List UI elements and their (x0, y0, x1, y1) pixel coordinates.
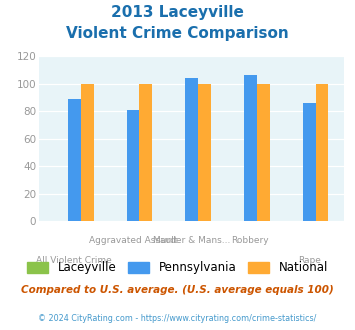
Bar (303, 103, 316, 221)
Bar (140, 83, 152, 221)
Bar (126, 110, 140, 221)
Text: Compared to U.S. average. (U.S. average equals 100): Compared to U.S. average. (U.S. average … (21, 285, 334, 295)
Bar (81, 83, 94, 221)
Text: Murder & Mans...: Murder & Mans... (153, 236, 230, 245)
Text: All Violent Crime: All Violent Crime (37, 256, 112, 265)
Bar (68, 99, 81, 221)
Text: Aggravated Assault: Aggravated Assault (89, 236, 177, 245)
Text: Rape: Rape (298, 256, 321, 265)
Bar (257, 83, 270, 221)
Bar (244, 75, 257, 221)
Text: 2013 Laceyville: 2013 Laceyville (111, 5, 244, 20)
Bar (185, 78, 198, 221)
Legend: Laceyville, Pennsylvania, National: Laceyville, Pennsylvania, National (22, 257, 333, 279)
Text: © 2024 CityRating.com - https://www.cityrating.com/crime-statistics/: © 2024 CityRating.com - https://www.city… (38, 314, 317, 323)
Bar (198, 83, 211, 221)
Bar (316, 83, 328, 221)
Text: Violent Crime Comparison: Violent Crime Comparison (66, 26, 289, 41)
Text: Robbery: Robbery (231, 236, 269, 245)
